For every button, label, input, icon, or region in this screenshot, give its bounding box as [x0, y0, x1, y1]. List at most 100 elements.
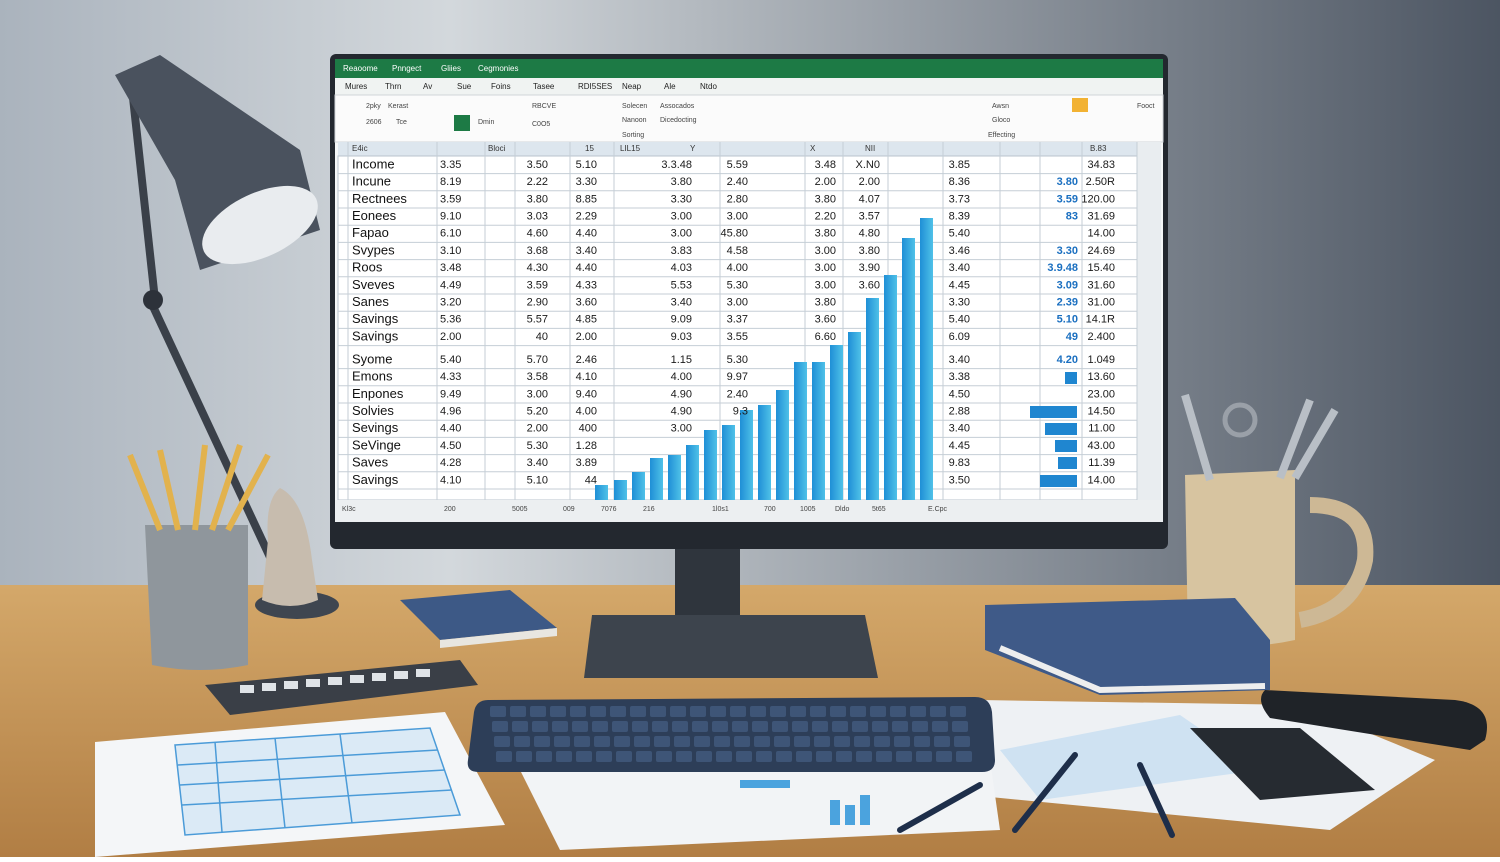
key — [876, 751, 892, 762]
cell: 2.400 — [1087, 331, 1115, 343]
ribbon-tool: Dicedocting — [660, 117, 697, 124]
cell: 5.53 — [671, 279, 692, 291]
ribbon-tool: 2606 — [366, 119, 382, 126]
key — [592, 721, 608, 732]
cell: 4.85 — [576, 314, 597, 326]
monitor-stand — [584, 545, 878, 678]
key — [832, 721, 848, 732]
cell: 3.80 — [1057, 176, 1078, 188]
cell: 4.33 — [576, 279, 597, 291]
key — [754, 736, 770, 747]
pencil-cup — [127, 444, 271, 670]
key — [650, 706, 666, 717]
cell: 4.90 — [671, 388, 692, 400]
ribbon-tool: Dmin — [478, 119, 494, 126]
cell: 5.10 — [576, 159, 597, 171]
cell: 3.48 — [440, 262, 461, 274]
status-bar — [335, 500, 1163, 522]
ribbon-tab: Gliies — [441, 64, 461, 73]
key — [750, 706, 766, 717]
cell: 3.10 — [440, 245, 461, 257]
cell: 3.57 — [859, 211, 880, 223]
cell: 4.58 — [727, 245, 748, 257]
key — [652, 721, 668, 732]
key — [794, 736, 810, 747]
row-label: SeVinge — [352, 437, 401, 452]
cell: 15.40 — [1087, 262, 1115, 274]
cell: 9.97 — [727, 371, 748, 383]
cell: 9.03 — [671, 331, 692, 343]
key — [616, 751, 632, 762]
status-text: 5005 — [512, 506, 528, 513]
key — [716, 751, 732, 762]
cell: 4.28 — [440, 457, 461, 469]
cell: 120.00 — [1081, 193, 1115, 205]
key — [570, 706, 586, 717]
cell: 2.00 — [859, 176, 880, 188]
key — [654, 736, 670, 747]
cell: 45.80 — [720, 228, 748, 240]
ribbon-tool: C0O5 — [532, 121, 550, 128]
cell: X.N0 — [856, 159, 880, 171]
status-text: 700 — [764, 506, 776, 513]
cell: 2.50R — [1086, 176, 1115, 188]
cell: 3.00 — [527, 388, 548, 400]
cell: 5.40 — [949, 314, 970, 326]
cell: 4.10 — [576, 371, 597, 383]
key — [952, 721, 968, 732]
cell: 2.29 — [576, 211, 597, 223]
key — [770, 706, 786, 717]
cell: 4.30 — [527, 262, 548, 274]
cell: 4.33 — [440, 371, 461, 383]
key — [576, 751, 592, 762]
cell: 3.00 — [815, 262, 836, 274]
key — [776, 751, 792, 762]
key — [614, 736, 630, 747]
key — [492, 721, 508, 732]
status-text: 7076 — [601, 506, 617, 513]
cell: 3.85 — [949, 159, 970, 171]
ribbon-tab: Reaoome — [343, 64, 378, 73]
cell: 34.83 — [1087, 159, 1115, 171]
key — [894, 736, 910, 747]
row-label: Eonees — [352, 208, 397, 223]
cell: 3.40 — [576, 245, 597, 257]
row-label: Savings — [352, 328, 399, 343]
cell: 3.55 — [727, 331, 748, 343]
cell: 2.20 — [815, 211, 836, 223]
row-label: Saves — [352, 455, 389, 470]
cell: 9.10 — [440, 211, 461, 223]
key — [896, 751, 912, 762]
key — [910, 706, 926, 717]
key — [912, 721, 928, 732]
cell: 3.80 — [815, 297, 836, 309]
pens — [897, 752, 1175, 838]
cell: 5.36 — [440, 314, 461, 326]
cell: 6.10 — [440, 228, 461, 240]
key — [676, 751, 692, 762]
key — [694, 736, 710, 747]
ribbon-tab: Pnngect — [392, 64, 422, 73]
cell: 3.00 — [815, 245, 836, 257]
key — [516, 751, 532, 762]
key — [734, 736, 750, 747]
key — [710, 706, 726, 717]
cell: 8.39 — [949, 211, 970, 223]
row-label: Rectnees — [352, 191, 407, 206]
cell: 3.60 — [859, 279, 880, 291]
cell: 5.10 — [527, 474, 548, 486]
paper-table — [1000, 715, 1260, 800]
key — [574, 736, 590, 747]
key — [536, 751, 552, 762]
cell: 4.50 — [440, 440, 461, 452]
row-label: Savings — [352, 311, 399, 326]
cell: 4.45 — [949, 279, 970, 291]
key — [790, 706, 806, 717]
key — [494, 736, 510, 747]
cell: 3.00 — [671, 228, 692, 240]
cell: 3.59 — [440, 193, 461, 205]
cell: 3.37 — [727, 314, 748, 326]
cell: 3.30 — [671, 193, 692, 205]
key — [932, 721, 948, 732]
key — [836, 751, 852, 762]
